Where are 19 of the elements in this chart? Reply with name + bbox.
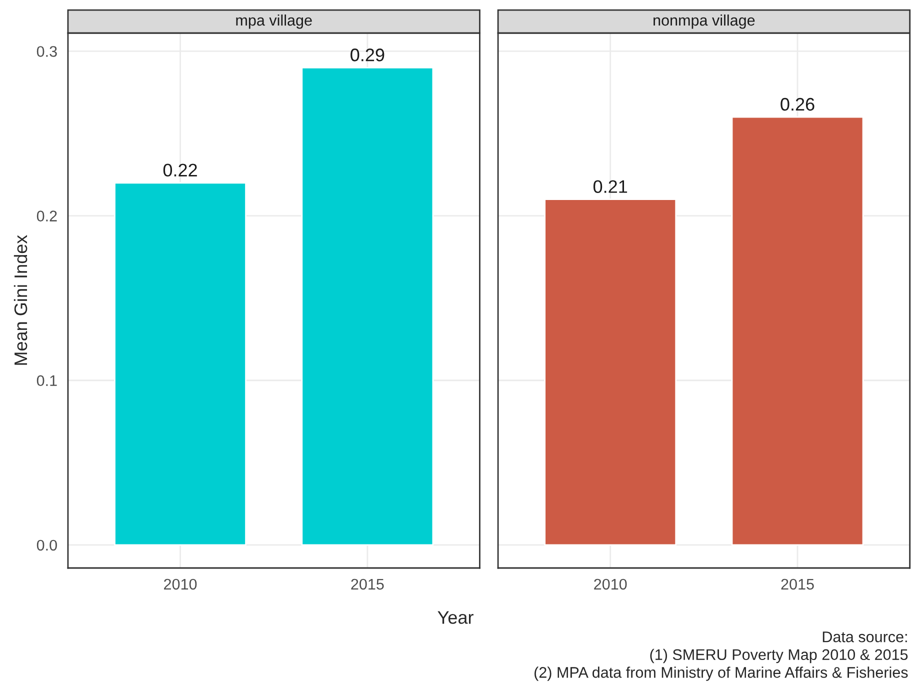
y-axis-title: Mean Gini Index xyxy=(14,235,28,365)
text: (1) SMERU Poverty Map 2010 & 2015 xyxy=(650,648,908,664)
y-tick-label: 0.2 xyxy=(36,210,57,222)
text: (2) MPA data from Ministry of Marine Affairs & Fisheries xyxy=(534,666,908,681)
chart-title: nonmpa village xyxy=(654,14,755,29)
x-axis-title: Year xyxy=(438,611,474,624)
y-tick-label: 0.3 xyxy=(36,46,57,57)
data-label: 0.29 xyxy=(350,48,384,62)
x-tick-label: 2010 xyxy=(164,578,197,590)
data-label: 0.26 xyxy=(780,98,814,111)
source-note: Data source: xyxy=(822,632,907,642)
chart-title: mpa village xyxy=(236,14,312,29)
data-label: 0.21 xyxy=(593,180,628,193)
data-label: 0.22 xyxy=(163,164,197,177)
x-tick-label: 2015 xyxy=(351,578,384,590)
y-tick-label: 0.1 xyxy=(36,375,57,386)
x-tick-label: 2015 xyxy=(781,578,814,590)
x-tick-label: 2010 xyxy=(594,578,627,590)
y-tick-label: 0.0 xyxy=(36,540,57,551)
